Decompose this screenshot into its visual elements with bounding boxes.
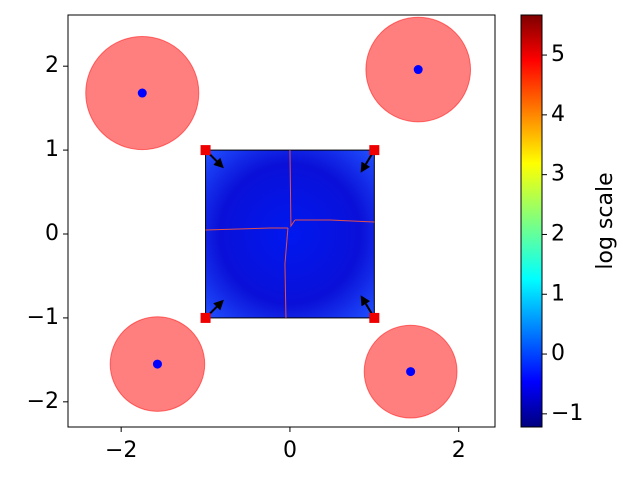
colorbar-tick-label: 1 [551, 281, 565, 306]
axes-frame [67, 14, 496, 428]
crack-line [205, 227, 288, 231]
colorbar-tick-label: 4 [551, 102, 565, 127]
corner-marker [369, 312, 380, 323]
colorbar-tick-label: 3 [551, 162, 565, 187]
colorbar-tick-label: −1 [551, 401, 583, 426]
colorbar-tick-label: 2 [551, 221, 565, 246]
colorbar [520, 14, 543, 428]
colorbar-tick-label: 0 [551, 341, 565, 366]
y-tick-label: −2 [27, 389, 59, 414]
crack-line [289, 150, 296, 228]
x-tick-label: 2 [452, 438, 466, 463]
x-tick-label: 0 [283, 438, 297, 463]
point [413, 65, 423, 75]
point [406, 367, 416, 377]
y-tick-label: −1 [27, 305, 59, 330]
colorbar-label: log scale [593, 172, 618, 269]
y-tick-label: 0 [45, 221, 59, 246]
corner-marker [200, 145, 211, 156]
x-tick-label: −2 [105, 438, 137, 463]
point [152, 359, 162, 369]
corner-marker [369, 145, 380, 156]
y-tick-label: 2 [45, 53, 59, 78]
colorbar-tick-label: 5 [551, 42, 565, 67]
y-tick-label: 1 [45, 137, 59, 162]
crack-line [294, 219, 375, 223]
point [137, 88, 147, 98]
corner-marker [200, 312, 211, 323]
crack-line [284, 227, 289, 318]
